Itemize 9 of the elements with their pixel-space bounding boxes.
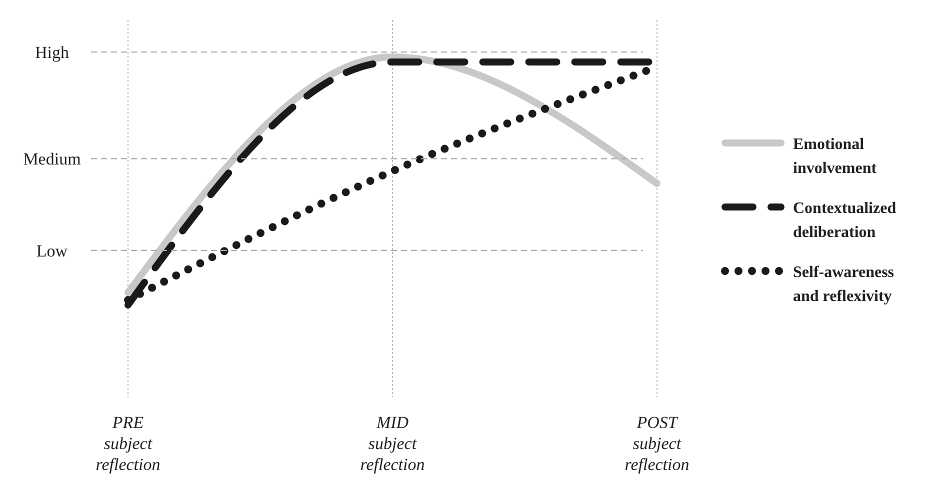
ref-line-label: Low — [36, 241, 68, 260]
x-tick-label: POST subject reflection — [624, 413, 690, 474]
legend-label: Self-awareness and reflexivity — [793, 264, 894, 305]
ref-line-label: High — [35, 43, 70, 62]
legend-label: Contextualized deliberation — [793, 200, 896, 241]
x-tick-label: PRE subject reflection — [96, 413, 160, 474]
x-tick-label: MID subject reflection — [360, 413, 425, 474]
ref-line-label: Medium — [23, 150, 81, 169]
legend-label: Emotional involvement — [793, 136, 878, 177]
